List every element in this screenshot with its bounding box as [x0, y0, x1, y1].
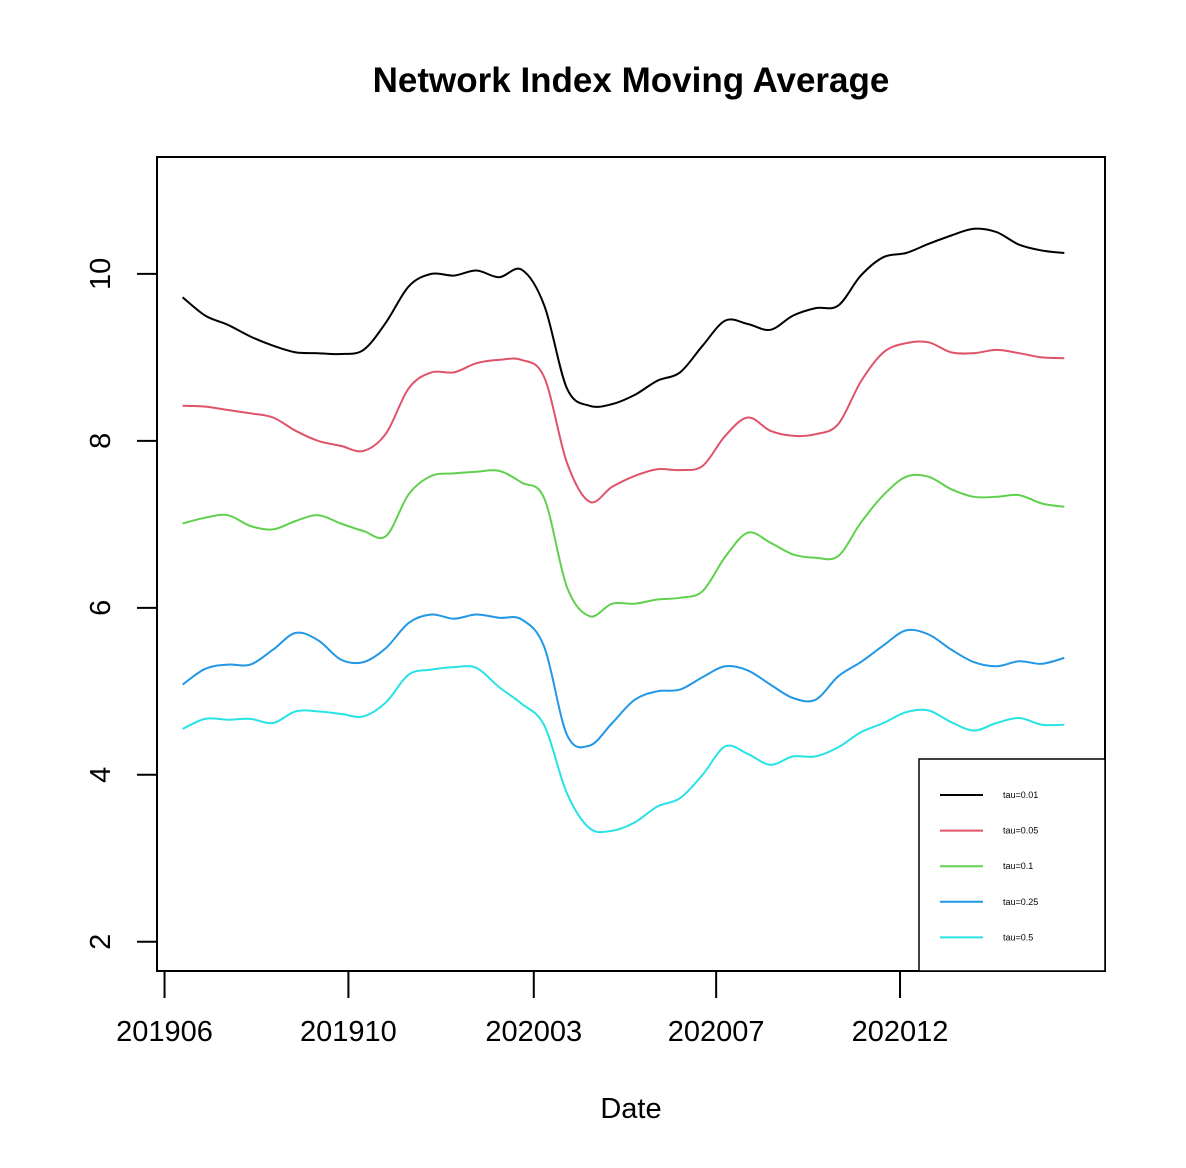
legend-label: tau=0.1	[1003, 861, 1033, 871]
x-axis-title: Date	[600, 1093, 661, 1125]
series-layer	[181, 227, 1065, 834]
x-tick-label: 201906	[116, 1016, 213, 1048]
x-tick-label: 202003	[485, 1016, 582, 1048]
series-line-tau-0-1	[182, 469, 1065, 618]
series-line-tau-0-05	[182, 340, 1065, 504]
x-axis: 201906 201910 202003 202007 202012	[116, 970, 949, 1048]
chart-title: Network Index Moving Average	[373, 61, 890, 100]
x-tick-label: 201910	[300, 1016, 397, 1048]
legend-label: tau=0.01	[1003, 790, 1038, 800]
legend-label: tau=0.05	[1003, 826, 1038, 836]
x-tick-label: 202007	[668, 1016, 765, 1048]
legend: tau=0.01 tau=0.05 tau=0.1 tau=0.25 tau=0.5	[918, 758, 1106, 972]
y-tick-label: 6	[85, 600, 117, 616]
y-tick-label: 10	[85, 258, 117, 290]
y-axis: 2 4 6 8 10	[85, 258, 158, 950]
legend-label: tau=0.5	[1003, 932, 1033, 942]
x-tick-label: 202012	[852, 1016, 949, 1048]
legend-label: tau=0.25	[1003, 897, 1038, 907]
series-line-tau-0-25	[182, 613, 1065, 749]
y-tick-label: 4	[85, 767, 117, 783]
y-tick-label: 2	[85, 934, 117, 950]
y-tick-label: 8	[85, 433, 117, 449]
series-line-tau-0-5	[182, 665, 1065, 834]
series-line-tau-0-01	[181, 227, 1065, 408]
